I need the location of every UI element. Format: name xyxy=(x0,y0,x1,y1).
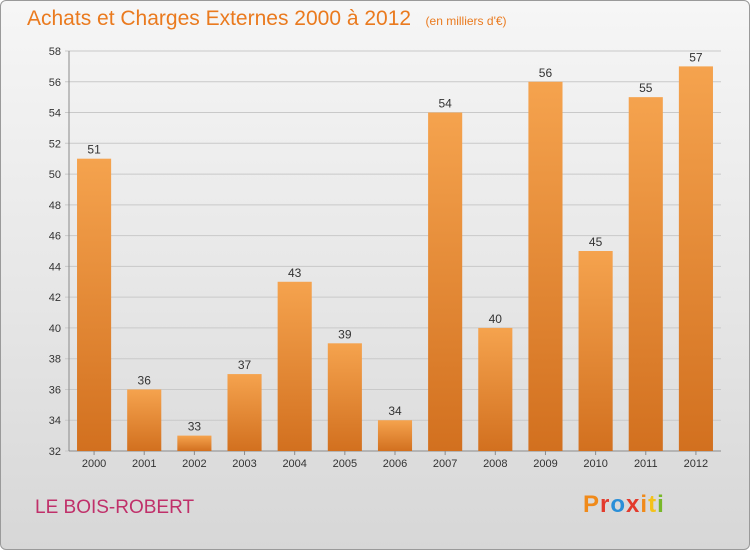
bar-2007 xyxy=(428,112,463,452)
bar-2006 xyxy=(377,420,413,451)
logo-letter: i xyxy=(657,491,665,518)
y-tick-label: 38 xyxy=(49,354,61,366)
bar-value-label: 54 xyxy=(438,97,452,111)
y-tick-label: 44 xyxy=(49,261,61,273)
bar-2012 xyxy=(678,66,713,451)
bar-value-label: 43 xyxy=(288,266,302,280)
bar-value-label: 40 xyxy=(489,312,503,326)
y-tick-label: 40 xyxy=(49,323,61,335)
bar-value-label: 56 xyxy=(539,66,553,80)
bar-2001 xyxy=(127,389,162,451)
x-tick-label: 2007 xyxy=(433,458,457,470)
y-tick-label: 50 xyxy=(49,169,61,181)
bar-value-label: 39 xyxy=(338,327,352,341)
y-tick-label: 54 xyxy=(49,108,61,120)
y-tick-label: 52 xyxy=(49,138,61,150)
bar-value-label: 57 xyxy=(689,50,703,64)
x-tick-label: 2008 xyxy=(483,458,507,470)
bar-2005 xyxy=(327,343,362,451)
x-tick-label: 2006 xyxy=(383,458,407,470)
bar-2003 xyxy=(227,374,262,451)
label-layer: 51 2000 36 2001 33 2002 37 2003 43 2004 39 2005 34 20… xyxy=(82,50,708,470)
y-tick-label: 48 xyxy=(49,200,61,212)
x-tick-label: 2002 xyxy=(182,458,206,470)
y-tick-label: 32 xyxy=(49,446,61,458)
chart-title: Achats et Charges Externes 2000 à 2012 xyxy=(27,7,412,30)
bar-value-label: 34 xyxy=(388,404,402,418)
bar-value-label: 51 xyxy=(87,143,101,157)
x-tick-label: 2005 xyxy=(333,458,357,470)
y-tick-label: 36 xyxy=(49,384,61,396)
proxiti-logo[interactable]: Proxiti xyxy=(583,491,665,519)
y-tick-label: 34 xyxy=(49,415,61,427)
x-tick-label: 2004 xyxy=(282,458,306,470)
x-tick-label: 2001 xyxy=(132,458,156,470)
bar-2008 xyxy=(478,327,513,451)
chart-unit: (en milliers d'€) xyxy=(425,14,507,28)
title-row: Achats et Charges Externes 2000 à 2012 (… xyxy=(27,7,507,31)
logo-letter: i xyxy=(640,491,649,518)
bar-2002 xyxy=(177,435,212,451)
logo-letter: r xyxy=(600,491,611,518)
bar-2009 xyxy=(528,81,563,452)
logo-letter: t xyxy=(648,491,658,518)
commune-name: LE BOIS-ROBERT xyxy=(35,497,195,518)
x-tick-label: 2003 xyxy=(232,458,256,470)
bar-value-label: 33 xyxy=(188,420,202,434)
bar-2010 xyxy=(578,251,613,451)
grid-layer xyxy=(65,50,721,452)
bar-value-label: 55 xyxy=(639,81,653,95)
y-tick-label: 56 xyxy=(49,77,61,89)
logo-letter: P xyxy=(583,491,601,518)
bar-2000 xyxy=(77,158,112,451)
x-tick-label: 2009 xyxy=(533,458,557,470)
y-tick-label: 46 xyxy=(49,231,61,243)
bar-value-label: 37 xyxy=(238,358,252,372)
logo-letter: o xyxy=(610,491,627,518)
bar-2011 xyxy=(628,97,663,452)
logo-letter: x xyxy=(626,491,641,518)
y-tick-label: 42 xyxy=(49,292,61,304)
axis-layer: 32 34 36 38 40 42 44 46 48 50 52 54 56 58 xyxy=(49,46,721,458)
bar-value-label: 36 xyxy=(138,373,152,387)
bar-layer xyxy=(77,66,713,452)
x-tick-label: 2012 xyxy=(684,458,708,470)
bar-value-label: 45 xyxy=(589,235,603,249)
x-tick-label: 2010 xyxy=(583,458,607,470)
bar-2004 xyxy=(277,281,312,451)
x-tick-label: 2000 xyxy=(82,458,106,470)
x-tick-label: 2011 xyxy=(634,458,658,470)
y-tick-label: 58 xyxy=(49,46,61,58)
